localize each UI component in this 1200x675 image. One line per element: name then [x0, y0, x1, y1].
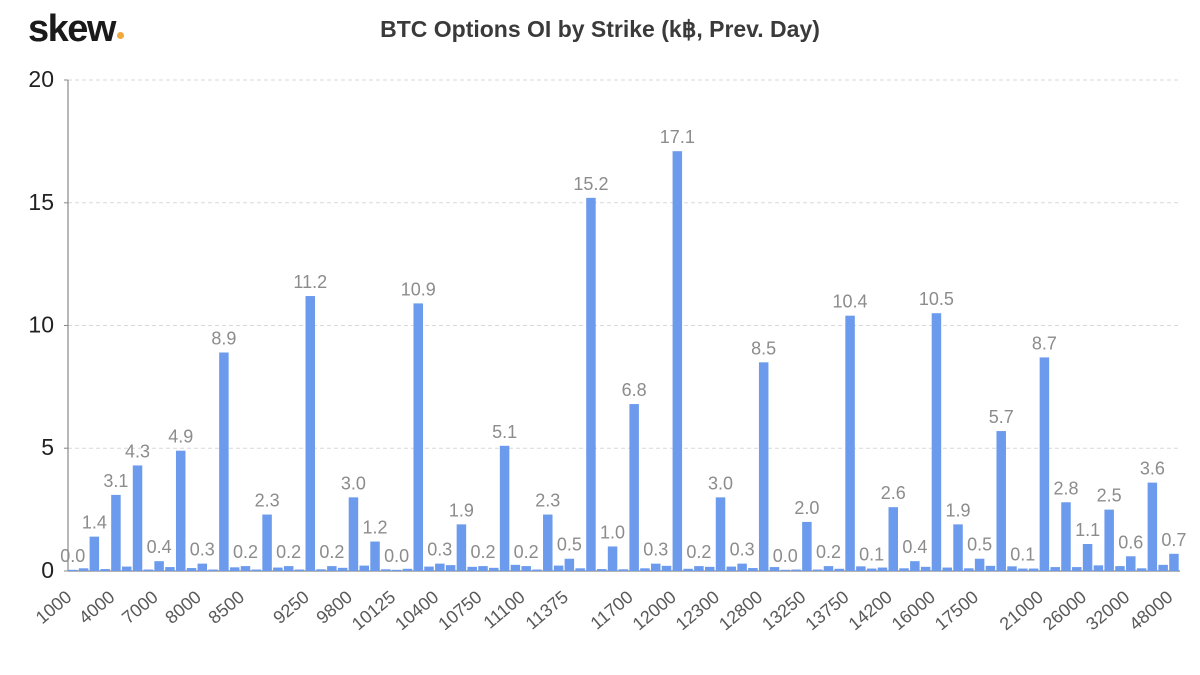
- svg-text:0.2: 0.2: [514, 542, 539, 562]
- svg-text:12000: 12000: [629, 587, 680, 635]
- svg-text:2.5: 2.5: [1097, 486, 1122, 506]
- svg-text:21000: 21000: [996, 587, 1047, 635]
- svg-text:0.0: 0.0: [60, 546, 85, 566]
- svg-text:2.3: 2.3: [255, 491, 280, 511]
- svg-text:8500: 8500: [205, 587, 249, 628]
- svg-text:0.2: 0.2: [319, 542, 344, 562]
- svg-text:0.3: 0.3: [643, 540, 668, 560]
- svg-text:10.5: 10.5: [919, 289, 954, 309]
- svg-text:2.6: 2.6: [881, 483, 906, 503]
- svg-text:8.7: 8.7: [1032, 333, 1057, 353]
- svg-text:3.0: 3.0: [341, 473, 366, 493]
- svg-text:0.7: 0.7: [1161, 530, 1186, 550]
- svg-text:8000: 8000: [161, 587, 205, 628]
- svg-text:0.0: 0.0: [773, 546, 798, 566]
- svg-text:2.0: 2.0: [794, 498, 819, 518]
- svg-text:15.2: 15.2: [573, 174, 608, 194]
- svg-text:9250: 9250: [269, 587, 313, 628]
- svg-text:48000: 48000: [1125, 587, 1176, 635]
- svg-text:10.9: 10.9: [401, 279, 436, 299]
- svg-text:12800: 12800: [715, 587, 766, 635]
- svg-text:2.8: 2.8: [1053, 478, 1078, 498]
- svg-text:1.9: 1.9: [449, 500, 474, 520]
- svg-text:0.2: 0.2: [686, 542, 711, 562]
- svg-text:1.9: 1.9: [946, 500, 971, 520]
- svg-text:14200: 14200: [845, 587, 896, 635]
- svg-text:1.4: 1.4: [82, 513, 107, 533]
- svg-text:11100: 11100: [480, 587, 529, 633]
- svg-text:10750: 10750: [434, 587, 485, 635]
- svg-text:13750: 13750: [801, 587, 852, 635]
- svg-text:12300: 12300: [672, 587, 723, 635]
- svg-text:1000: 1000: [32, 587, 76, 628]
- svg-text:11375: 11375: [522, 587, 572, 634]
- svg-text:0.3: 0.3: [427, 540, 452, 560]
- svg-text:17.1: 17.1: [660, 127, 695, 147]
- svg-text:4.9: 4.9: [168, 427, 193, 447]
- svg-text:26000: 26000: [1039, 587, 1090, 635]
- svg-text:10400: 10400: [391, 587, 442, 635]
- svg-text:11.2: 11.2: [293, 272, 327, 292]
- svg-text:17500: 17500: [931, 587, 982, 635]
- svg-text:0.0: 0.0: [384, 546, 409, 566]
- svg-text:2.3: 2.3: [535, 491, 560, 511]
- svg-text:0.5: 0.5: [967, 535, 992, 555]
- svg-text:5.7: 5.7: [989, 407, 1014, 427]
- svg-text:10.4: 10.4: [833, 292, 868, 312]
- svg-text:13250: 13250: [758, 587, 809, 635]
- svg-text:10125: 10125: [348, 587, 399, 635]
- svg-text:3.1: 3.1: [103, 471, 128, 491]
- svg-text:0.2: 0.2: [276, 542, 301, 562]
- svg-text:11700: 11700: [587, 587, 637, 634]
- svg-text:0.2: 0.2: [470, 542, 495, 562]
- svg-text:20: 20: [28, 66, 54, 92]
- svg-text:8.9: 8.9: [211, 329, 236, 349]
- svg-text:5.1: 5.1: [492, 422, 517, 442]
- svg-text:0.6: 0.6: [1118, 532, 1143, 552]
- svg-text:0.5: 0.5: [557, 535, 582, 555]
- svg-text:15: 15: [28, 189, 54, 215]
- svg-text:10: 10: [28, 312, 54, 338]
- svg-text:8.5: 8.5: [751, 338, 776, 358]
- svg-text:0.2: 0.2: [233, 542, 258, 562]
- svg-text:0.1: 0.1: [859, 545, 884, 565]
- svg-text:5: 5: [41, 434, 54, 460]
- svg-text:1.2: 1.2: [363, 518, 388, 538]
- svg-text:0.3: 0.3: [190, 540, 215, 560]
- svg-text:3.0: 3.0: [708, 473, 733, 493]
- svg-text:1.1: 1.1: [1075, 520, 1100, 540]
- svg-text:0.1: 0.1: [1010, 545, 1035, 565]
- svg-text:32000: 32000: [1082, 587, 1133, 635]
- svg-text:0: 0: [41, 557, 54, 583]
- svg-text:7000: 7000: [118, 587, 162, 628]
- svg-text:6.8: 6.8: [622, 380, 647, 400]
- svg-text:3.6: 3.6: [1140, 459, 1165, 479]
- svg-text:0.3: 0.3: [730, 540, 755, 560]
- svg-text:4.3: 4.3: [125, 441, 150, 461]
- svg-text:1.0: 1.0: [600, 522, 625, 542]
- svg-text:16000: 16000: [888, 587, 939, 635]
- svg-text:0.4: 0.4: [147, 537, 172, 557]
- svg-text:0.4: 0.4: [902, 537, 927, 557]
- svg-text:4000: 4000: [75, 587, 119, 628]
- svg-text:0.2: 0.2: [816, 542, 841, 562]
